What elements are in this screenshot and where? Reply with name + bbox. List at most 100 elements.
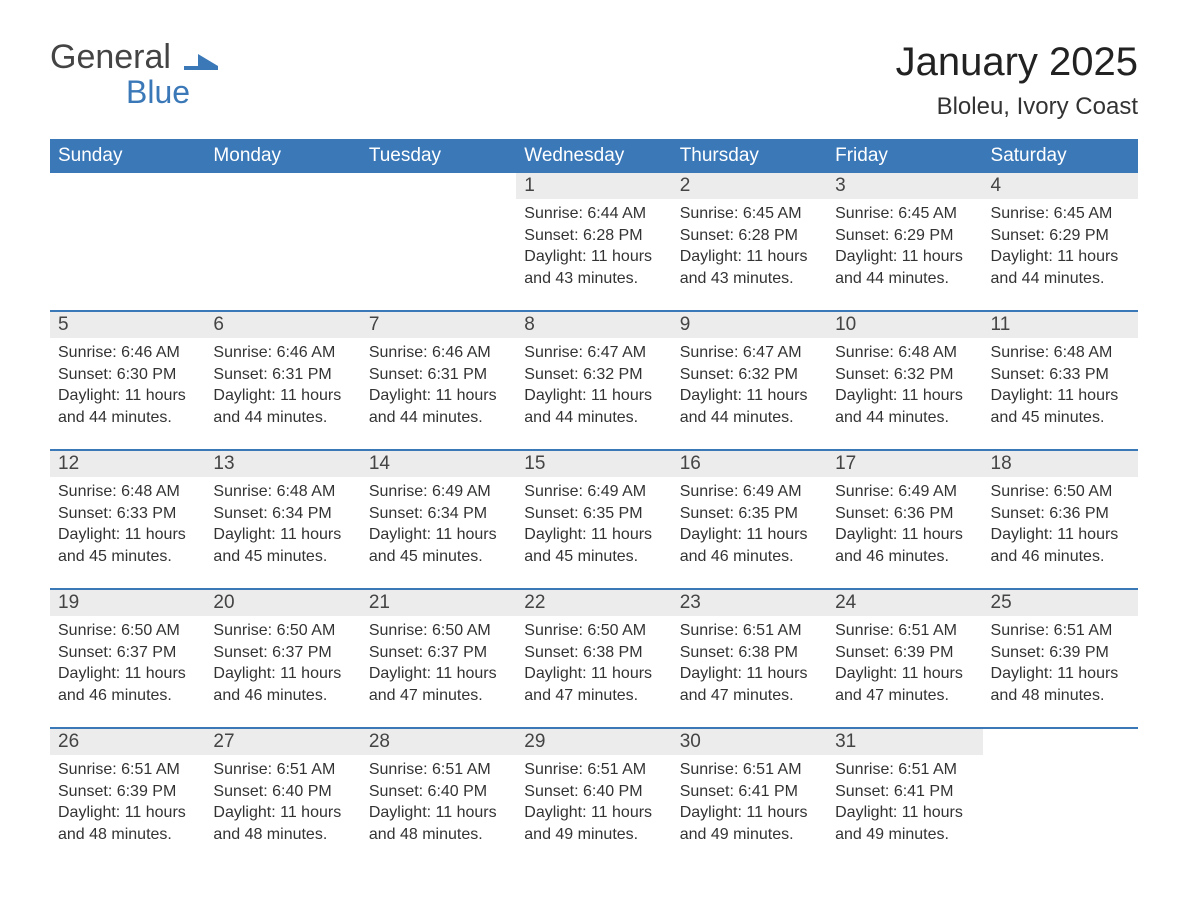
daylight-line: Daylight: 11 hours and 48 minutes. bbox=[58, 802, 197, 845]
day-number-cell: 29 bbox=[516, 728, 671, 755]
day-content-cell: Sunrise: 6:51 AMSunset: 6:40 PMDaylight:… bbox=[516, 755, 671, 867]
daylight-line: Daylight: 11 hours and 46 minutes. bbox=[680, 524, 819, 567]
day-number-cell bbox=[50, 173, 205, 199]
sunrise-line: Sunrise: 6:49 AM bbox=[524, 481, 663, 503]
sunset-line: Sunset: 6:29 PM bbox=[991, 225, 1130, 247]
day-number-cell: 26 bbox=[50, 728, 205, 755]
daylight-line: Daylight: 11 hours and 46 minutes. bbox=[58, 663, 197, 706]
sunset-line: Sunset: 6:40 PM bbox=[524, 781, 663, 803]
day-number-cell: 25 bbox=[983, 589, 1138, 616]
content-row: Sunrise: 6:48 AM Sunset: 6:33 PM Daylight:… bbox=[50, 477, 1138, 589]
day-content-cell: Sunrise: 6:44 AMSunset: 6:28 PMDaylight:… bbox=[516, 199, 671, 311]
day-content-cell bbox=[205, 199, 360, 311]
sunrise-line: Sunrise: 6:47 AM bbox=[680, 342, 819, 364]
logo-word1: General bbox=[50, 40, 218, 76]
sunset-line: Sunset: 6:32 PM bbox=[835, 364, 974, 386]
day-number-cell: 15 bbox=[516, 450, 671, 477]
calendar-table: Sunday Monday Tuesday Wednesday Thursday… bbox=[50, 139, 1138, 867]
sunset-line: Sunset: 6:41 PM bbox=[835, 781, 974, 803]
sunrise-line: Sunrise: 6:51 AM bbox=[524, 759, 663, 781]
day-header: Sunday bbox=[50, 139, 205, 173]
day-content-cell: Sunrise: 6:48 AMSunset: 6:34 PMDaylight:… bbox=[205, 477, 360, 589]
content-row: Sunrise: 6:44 AMSunset: 6:28 PMDaylight:… bbox=[50, 199, 1138, 311]
day-header: Tuesday bbox=[361, 139, 516, 173]
sunrise-line: Sunrise: 6:51 AM bbox=[58, 759, 197, 781]
daynum-row: 1234 bbox=[50, 173, 1138, 199]
day-number-cell: 18 bbox=[983, 450, 1138, 477]
day-number-cell bbox=[361, 173, 516, 199]
day-header: Thursday bbox=[672, 139, 827, 173]
daynum-row: 262728293031 bbox=[50, 728, 1138, 755]
sunrise-line: Sunrise: 6:48 AM bbox=[991, 342, 1130, 364]
day-header: Wednesday bbox=[516, 139, 671, 173]
day-content-cell: Sunrise: 6:51 AMSunset: 6:38 PMDaylight:… bbox=[672, 616, 827, 728]
daylight-line: Daylight: 11 hours and 45 minutes. bbox=[213, 524, 352, 567]
sunrise-line: Sunrise: 6:49 AM bbox=[369, 481, 508, 503]
sunrise-line: Sunrise: 6:50 AM bbox=[213, 620, 352, 642]
day-content-cell: Sunrise: 6:51 AMSunset: 6:39 PMDaylight:… bbox=[827, 616, 982, 728]
day-number-cell: 24 bbox=[827, 589, 982, 616]
day-number-cell: 10 bbox=[827, 311, 982, 338]
sunrise-line: Sunrise: 6:49 AM bbox=[835, 481, 974, 503]
logo-flag-icon bbox=[184, 42, 218, 76]
day-number-cell: 11 bbox=[983, 311, 1138, 338]
daylight-line: Daylight: 11 hours and 49 minutes. bbox=[524, 802, 663, 845]
sunset-line: Sunset: 6:34 PM bbox=[213, 503, 352, 525]
sunset-line: Sunset: 6:28 PM bbox=[524, 225, 663, 247]
sunrise-line: Sunrise: 6:46 AM bbox=[58, 342, 197, 364]
day-content-cell: Sunrise: 6:46 AMSunset: 6:30 PMDaylight:… bbox=[50, 338, 205, 450]
daylight-line: Daylight: 11 hours and 44 minutes. bbox=[213, 385, 352, 428]
day-number-cell: 30 bbox=[672, 728, 827, 755]
sunrise-line: Sunrise: 6:51 AM bbox=[680, 759, 819, 781]
logo-word2: Blue bbox=[126, 74, 190, 111]
day-number-cell: 9 bbox=[672, 311, 827, 338]
sunset-line: Sunset: 6:31 PM bbox=[369, 364, 508, 386]
daylight-line: Daylight: 11 hours and 49 minutes. bbox=[835, 802, 974, 845]
day-content-cell: Sunrise: 6:47 AMSunset: 6:32 PMDaylight:… bbox=[672, 338, 827, 450]
sunrise-line: Sunrise: 6:46 AM bbox=[213, 342, 352, 364]
daylight-line: Daylight: 11 hours and 43 minutes. bbox=[524, 246, 663, 289]
sunset-line: Sunset: 6:32 PM bbox=[524, 364, 663, 386]
sunset-line: Sunset: 6:40 PM bbox=[213, 781, 352, 803]
daylight-line: Daylight: 11 hours and 44 minutes. bbox=[835, 246, 974, 289]
sunset-line: Sunset: 6:35 PM bbox=[524, 503, 663, 525]
day-content-cell: Sunrise: 6:51 AMSunset: 6:39 PMDaylight:… bbox=[50, 755, 205, 867]
day-content-cell: Sunrise: 6:49 AMSunset: 6:35 PMDaylight:… bbox=[516, 477, 671, 589]
sunrise-line: Sunrise: 6:49 AM bbox=[680, 481, 819, 503]
sunrise-line: Sunrise: 6:45 AM bbox=[680, 203, 819, 225]
sunset-line: Sunset: 6:31 PM bbox=[213, 364, 352, 386]
sunset-line: Sunset: 6:33 PM bbox=[58, 503, 197, 525]
daylight-line: Daylight: 11 hours and 49 minutes. bbox=[680, 802, 819, 845]
sunrise-line: Sunrise: 6:48 AM bbox=[835, 342, 974, 364]
content-row: Sunrise: 6:51 AMSunset: 6:39 PMDaylight:… bbox=[50, 755, 1138, 867]
day-number-cell: 14 bbox=[361, 450, 516, 477]
daylight-line: Daylight: 11 hours and 44 minutes. bbox=[58, 385, 197, 428]
day-number-cell: 28 bbox=[361, 728, 516, 755]
sunset-line: Sunset: 6:29 PM bbox=[835, 225, 974, 247]
page-header: General Blue January 2025 Bloleu, Ivory … bbox=[50, 40, 1138, 121]
day-number-cell bbox=[205, 173, 360, 199]
sunset-line: Sunset: 6:39 PM bbox=[991, 642, 1130, 664]
sunrise-line: Sunrise: 6:51 AM bbox=[680, 620, 819, 642]
sunrise-line: Sunrise: 6:48 AM bbox=[213, 481, 352, 503]
day-number-cell bbox=[983, 728, 1138, 755]
sunrise-line: Sunrise: 6:51 AM bbox=[835, 620, 974, 642]
daylight-line: Daylight: 11 hours and 44 minutes. bbox=[680, 385, 819, 428]
daylight-line: Daylight: 11 hours and 46 minutes. bbox=[835, 524, 974, 567]
daynum-row: 12131415161718 bbox=[50, 450, 1138, 477]
sunrise-line: Sunrise: 6:50 AM bbox=[58, 620, 197, 642]
logo-text-general: General bbox=[50, 38, 171, 76]
day-number-cell: 2 bbox=[672, 173, 827, 199]
sunset-line: Sunset: 6:35 PM bbox=[680, 503, 819, 525]
daynum-row: 19202122232425 bbox=[50, 589, 1138, 616]
sunrise-line: Sunrise: 6:45 AM bbox=[835, 203, 974, 225]
daylight-line: Daylight: 11 hours and 47 minutes. bbox=[524, 663, 663, 706]
day-content-cell: Sunrise: 6:51 AMSunset: 6:40 PMDaylight:… bbox=[361, 755, 516, 867]
day-number-cell: 1 bbox=[516, 173, 671, 199]
day-content-cell bbox=[361, 199, 516, 311]
daylight-line: Daylight: 11 hours and 45 minutes. bbox=[524, 524, 663, 567]
day-header: Saturday bbox=[983, 139, 1138, 173]
content-row: Sunrise: 6:46 AMSunset: 6:30 PMDaylight:… bbox=[50, 338, 1138, 450]
sunset-line: Sunset: 6:33 PM bbox=[991, 364, 1130, 386]
daylight-line: Daylight: 11 hours and 47 minutes. bbox=[680, 663, 819, 706]
